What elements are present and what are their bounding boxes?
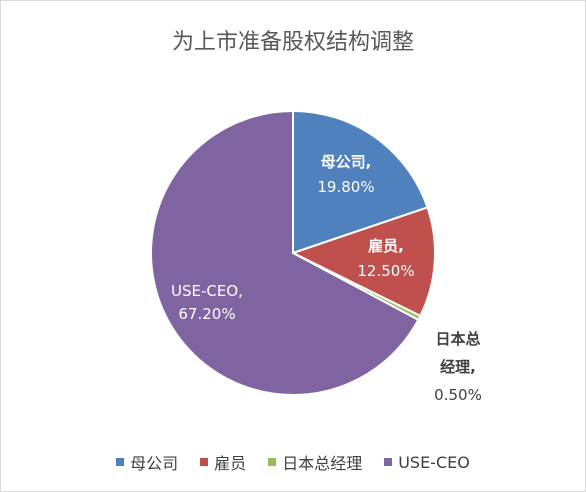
legend: 母公司 雇员 日本总经理 USE-CEO	[0, 450, 586, 474]
label-japan-gm-value: 0.50%	[434, 386, 482, 404]
legend-item-parent: 母公司	[116, 450, 178, 474]
label-employee-value: 12.50%	[357, 262, 414, 280]
slice-use-ceo	[150, 109, 420, 396]
label-japan-gm-line2: 经理,	[440, 358, 476, 376]
legend-swatch-use-ceo	[384, 458, 393, 466]
legend-item-japan-gm: 日本总经理	[268, 450, 362, 474]
legend-label-parent: 母公司	[130, 454, 179, 473]
legend-swatch-japan-gm	[268, 458, 277, 466]
label-parent-value: 19.80%	[317, 178, 374, 196]
label-use-ceo-value: 67.20%	[178, 305, 235, 323]
legend-swatch-employee	[200, 458, 209, 466]
slice-parent	[292, 109, 429, 255]
slice-employee	[290, 206, 436, 318]
legend-label-use-ceo: USE-CEO	[398, 452, 470, 472]
label-japan-gm-line1: 日本总	[435, 330, 480, 348]
label-use-ceo-name: USE-CEO,	[171, 282, 243, 300]
label-employee-name: 雇员,	[368, 237, 404, 255]
label-parent-name: 母公司,	[321, 153, 372, 171]
legend-item-use-ceo: USE-CEO	[384, 453, 470, 472]
chart-title: 为上市准备股权结构调整	[171, 30, 414, 55]
legend-item-employee: 雇员	[200, 450, 246, 474]
legend-label-japan-gm: 日本总经理	[282, 454, 363, 473]
legend-swatch-parent	[116, 458, 125, 466]
legend-label-employee: 雇员	[214, 454, 247, 473]
